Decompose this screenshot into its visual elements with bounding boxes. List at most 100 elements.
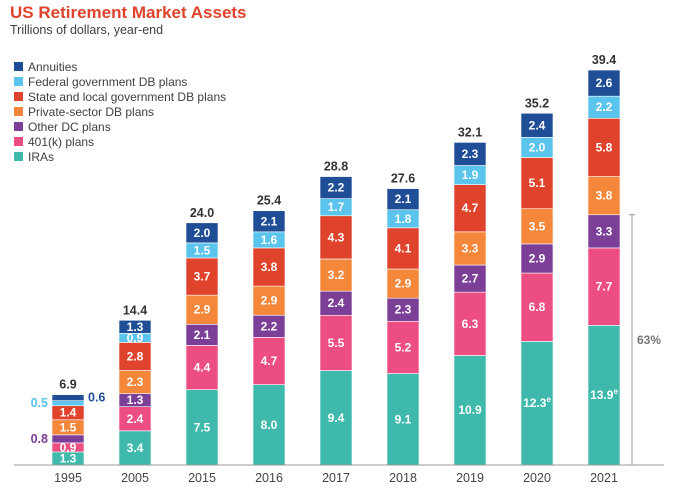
side-label-1995-annuities: 0.6	[88, 391, 105, 405]
value-label-1995-iras: 1.3	[60, 451, 77, 465]
value-label-2020-state-and-local-government-db-plans: 5.1	[529, 176, 546, 190]
value-label-2021-iras: 13.9e	[590, 387, 618, 402]
value-label-2016-iras: 8.0	[261, 418, 278, 432]
bar-2021-private-sector-db-plans	[587, 176, 621, 216]
value-label-2018-federal-government-db-plans: 1.8	[395, 212, 412, 226]
value-label-2018-private-sector-db-plans: 2.9	[395, 277, 412, 291]
value-label-2019-private-sector-db-plans: 3.3	[462, 241, 479, 255]
value-label-1995-401-k-plans: 0.9	[60, 440, 77, 454]
value-label-2021-private-sector-db-plans: 3.8	[596, 189, 613, 203]
legend-label-other-dc-plans: Other DC plans	[28, 120, 111, 134]
value-label-2017-iras: 9.4	[328, 411, 345, 425]
bar-2017-other-dc-plans	[319, 290, 353, 316]
value-label-2015-private-sector-db-plans: 2.9	[194, 303, 211, 317]
category-label-2020: 2020	[523, 471, 551, 485]
legend-swatch-state-and-local-government-db-plans	[14, 92, 23, 101]
value-label-2019-other-dc-plans: 2.7	[462, 272, 479, 286]
total-label-2018: 27.6	[391, 172, 415, 186]
value-label-2005-other-dc-plans: 1.3	[127, 393, 144, 407]
value-label-2016-federal-government-db-plans: 1.6	[261, 233, 278, 247]
bar-2017-state-and-local-government-db-plans	[319, 215, 353, 260]
value-label-2019-annuities: 2.3	[462, 147, 479, 161]
bar-2017-401-k-plans	[319, 314, 353, 371]
category-label-2018: 2018	[389, 471, 417, 485]
bar-2005-annuities	[118, 319, 152, 334]
bar-2020-annuities	[520, 112, 554, 138]
bars: 1.30.91.51.46.93.42.41.32.32.80.91.314.4…	[51, 53, 621, 466]
bar-2019-state-and-local-government-db-plans	[453, 184, 487, 233]
value-label-2005-private-sector-db-plans: 2.3	[127, 375, 144, 389]
legend-swatch-401-k-plans	[14, 137, 23, 146]
legend-label-401-k-plans: 401(k) plans	[28, 135, 94, 149]
bar-2017-annuities	[319, 176, 353, 199]
value-label-2019-state-and-local-government-db-plans: 4.7	[462, 201, 479, 215]
estimate-marker: e	[613, 387, 618, 396]
estimate-marker: e	[546, 395, 551, 404]
total-label-2021: 39.4	[592, 53, 616, 67]
total-label-2017: 28.8	[324, 160, 348, 174]
bar-2016-state-and-local-government-db-plans	[252, 247, 286, 287]
value-label-2017-401-k-plans: 5.5	[328, 336, 345, 350]
category-label-2016: 2016	[255, 471, 283, 485]
value-label-2015-iras: 7.5	[194, 420, 211, 434]
bar-2005-401-k-plans	[118, 406, 152, 432]
chart-title: US Retirement Market Assets	[10, 3, 247, 22]
value-label-2016-annuities: 2.1	[261, 214, 278, 228]
value-label-2020-annuities: 2.4	[529, 118, 546, 132]
bar-2005-iras	[118, 430, 152, 466]
side-label-1995-other-dc-plans: 0.8	[31, 432, 48, 446]
legend-swatch-iras	[14, 152, 23, 161]
category-label-2017: 2017	[322, 471, 350, 485]
value-label-2017-state-and-local-government-db-plans: 4.3	[328, 230, 345, 244]
bar-2005-state-and-local-government-db-plans	[118, 342, 152, 371]
bar-1995-annuities	[51, 394, 85, 401]
bar-2016-annuities	[252, 210, 286, 233]
category-label-1995: 1995	[54, 471, 82, 485]
bar-2021-state-and-local-government-db-plans	[587, 117, 621, 177]
value-label-2018-other-dc-plans: 2.3	[395, 303, 412, 317]
value-label-2015-401-k-plans: 4.4	[194, 361, 211, 375]
bar-2019-annuities	[453, 142, 487, 166]
bar-2021-annuities	[587, 69, 621, 97]
total-label-2019: 32.1	[458, 125, 482, 139]
category-label-2019: 2019	[456, 471, 484, 485]
value-label-2015-state-and-local-government-db-plans: 3.7	[194, 270, 211, 284]
bar-2015-private-sector-db-plans	[185, 294, 219, 325]
side-label-1995-federal-government-db-plans: 0.5	[31, 396, 48, 410]
value-label-2020-federal-government-db-plans: 2.0	[529, 140, 546, 154]
value-label-2020-private-sector-db-plans: 3.5	[529, 219, 546, 233]
bar-2020-iras	[520, 341, 554, 466]
value-label-2016-other-dc-plans: 2.2	[261, 319, 278, 333]
value-label-2017-other-dc-plans: 2.4	[328, 296, 345, 310]
bar-2015-annuities	[185, 222, 219, 244]
bar-2015-401-k-plans	[185, 345, 219, 390]
bar-2019-other-dc-plans	[453, 264, 487, 293]
bar-2020-other-dc-plans	[520, 243, 554, 274]
legend-swatch-private-sector-db-plans	[14, 107, 23, 116]
legend-label-iras: IRAs	[28, 150, 54, 164]
legend-swatch-other-dc-plans	[14, 122, 23, 131]
value-label-2021-annuities: 2.6	[596, 76, 613, 90]
value-label-2016-state-and-local-government-db-plans: 3.8	[261, 260, 278, 274]
bar-2016-401-k-plans	[252, 337, 286, 385]
value-label-2015-annuities: 2.0	[194, 226, 211, 240]
bar-2015-state-and-local-government-db-plans	[185, 257, 219, 296]
legend-label-private-sector-db-plans: Private-sector DB plans	[28, 105, 154, 119]
chart-subtitle: Trillions of dollars, year-end	[10, 23, 164, 37]
bar-2019-private-sector-db-plans	[453, 231, 487, 266]
bar-2016-private-sector-db-plans	[252, 285, 286, 316]
category-label-2021: 2021	[590, 471, 618, 485]
value-label-2021-401-k-plans: 7.7	[596, 280, 613, 294]
bar-2018-state-and-local-government-db-plans	[386, 227, 420, 270]
value-label-2021-other-dc-plans: 3.3	[596, 224, 613, 238]
value-label-1995-state-and-local-government-db-plans: 1.4	[60, 406, 77, 420]
value-label-2005-state-and-local-government-db-plans: 2.8	[127, 349, 144, 363]
category-label-2005: 2005	[121, 471, 149, 485]
legend-label-annuities: Annuities	[28, 60, 77, 74]
total-label-2005: 14.4	[123, 303, 147, 317]
bar-2016-iras	[252, 384, 286, 466]
category-label-2015: 2015	[188, 471, 216, 485]
value-label-2021-federal-government-db-plans: 2.2	[596, 100, 613, 114]
value-label-2017-federal-government-db-plans: 1.7	[328, 200, 345, 214]
